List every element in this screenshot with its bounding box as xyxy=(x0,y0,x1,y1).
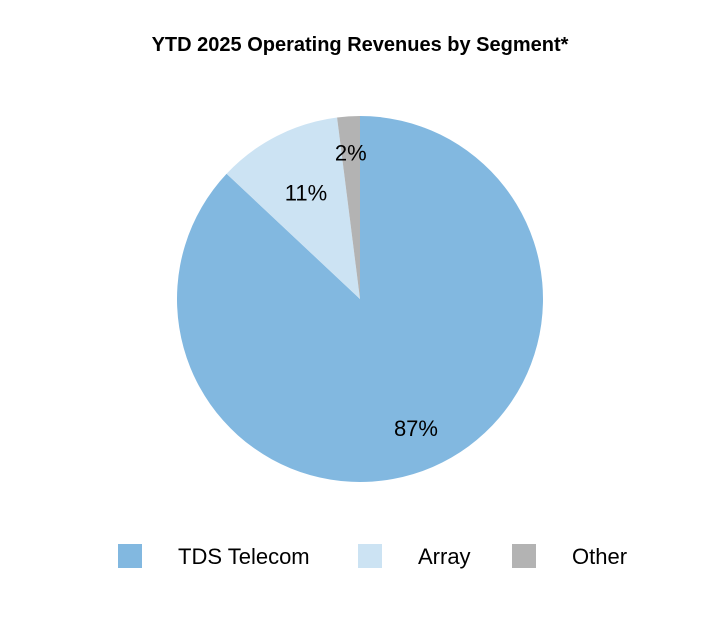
legend-swatch-array xyxy=(358,544,382,568)
legend-label-tds-telecom: TDS Telecom xyxy=(178,544,310,569)
pie-slice-other xyxy=(337,116,360,299)
legend-swatch-other xyxy=(512,544,536,568)
chart-title: YTD 2025 Operating Revenues by Segment* xyxy=(151,34,569,56)
legend-label-other: Other xyxy=(572,544,628,569)
legend: TDS Telecom Array Other xyxy=(0,544,720,570)
data-label-other: 2% xyxy=(335,140,367,165)
data-label-array: 11% xyxy=(285,181,327,206)
legend-swatch-tds-telecom xyxy=(118,544,142,568)
legend-label-array: Array xyxy=(418,544,471,569)
data-label-tds-telecom: 87% xyxy=(394,416,438,441)
pie-slice-array xyxy=(226,117,360,299)
